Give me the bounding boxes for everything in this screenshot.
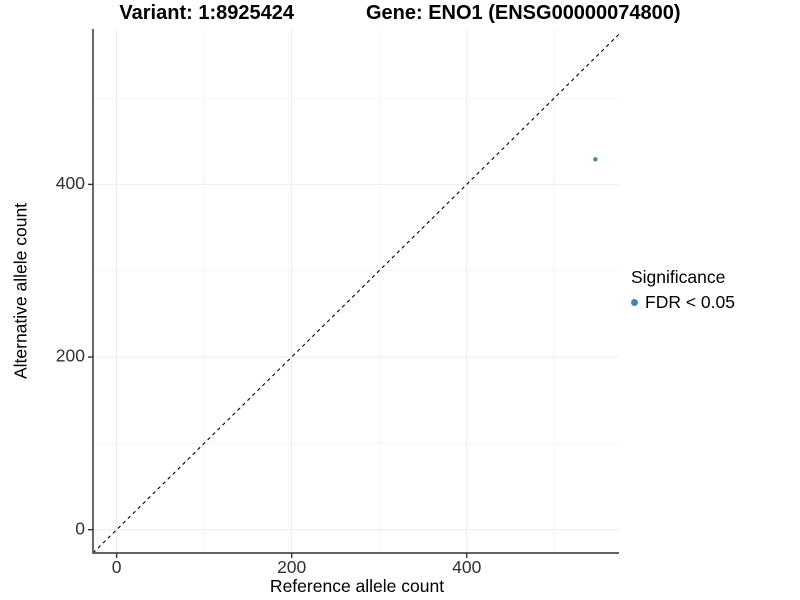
x-axis-label: Reference allele count <box>269 576 445 596</box>
y-tick-label: 200 <box>56 346 85 366</box>
plot-title-gene: Gene: ENO1 (ENSG00000074800) <box>365 2 681 24</box>
x-tick-label: 400 <box>452 557 481 577</box>
legend-item: FDR < 0.05 <box>631 292 735 313</box>
legend-point-icon <box>631 299 638 306</box>
y-tick-label: 0 <box>75 518 85 538</box>
data-point <box>593 157 598 162</box>
legend-title: Significance <box>631 267 726 287</box>
x-tick-label: 200 <box>277 557 306 577</box>
axis-lines <box>92 29 619 554</box>
legend: Significance FDR < 0.05 <box>631 267 735 313</box>
plot-title-variant: Variant: 1:8925424 <box>119 2 294 24</box>
y-tick-label: 400 <box>56 173 85 193</box>
x-tick-label: 0 <box>112 557 122 577</box>
y-axis-label: Alternative allele count <box>10 202 31 380</box>
legend-item-label: FDR < 0.05 <box>645 292 735 312</box>
plot-title: Variant: 1:8925424 Gene: ENO1 (ENSG00000… <box>0 2 800 25</box>
identity-line <box>92 33 620 554</box>
